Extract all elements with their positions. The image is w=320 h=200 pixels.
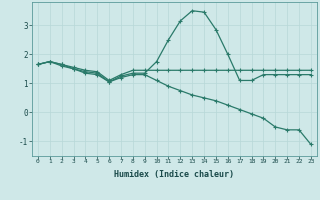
X-axis label: Humidex (Indice chaleur): Humidex (Indice chaleur) [115, 170, 234, 179]
